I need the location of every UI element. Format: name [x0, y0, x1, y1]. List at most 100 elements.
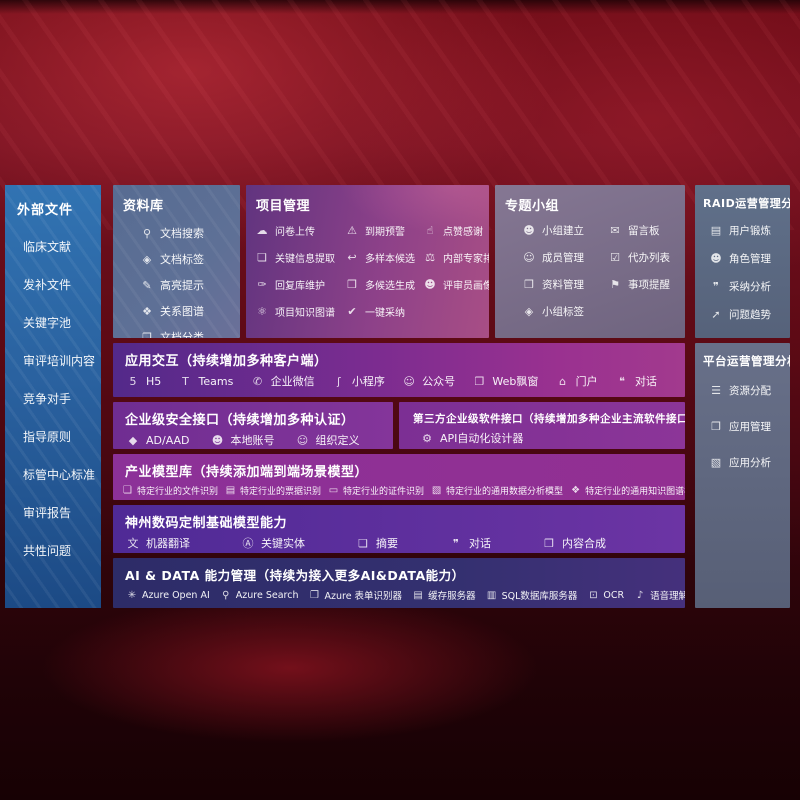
app-analysis-icon: ▧	[710, 456, 722, 469]
list-item: ✉ 留言板	[607, 223, 685, 238]
list-item: ➚ 问题趋势	[708, 307, 790, 322]
sidebar-item: 共性问题	[23, 542, 101, 559]
item-label: 组织定义	[315, 434, 360, 447]
industry-models-items: ❏ 特定行业的文件识别 ▤ 特定行业的票据识别 ▭ 特定行业的证件识别	[113, 484, 685, 500]
content-synthesis-icon: ❒	[544, 536, 554, 550]
item-label: 评审员画像	[443, 281, 489, 292]
item-label: 多候选生成	[365, 281, 415, 292]
list-item: ❏ 关键信息提取	[254, 250, 344, 265]
item-label: 问题趋势	[729, 309, 771, 321]
item-label: 本地账号	[230, 434, 275, 447]
list-item: ◈ 小组标签	[521, 304, 607, 319]
sidebar-item-label: 指导原则	[23, 430, 72, 444]
item-label: 问卷上传	[275, 227, 315, 238]
base-model-title: 神州数码定制基础模型能力	[125, 516, 288, 531]
interfaces-row: 企业级安全接口（持续增加多种认证） ◆ AD/AAD ☻ 本地账号	[113, 402, 685, 449]
expert-ranking-icon: ⚖	[425, 251, 435, 264]
list-item: ⌂ 门户	[555, 373, 598, 389]
item-label: Azure 表单识别器	[324, 591, 403, 602]
item-label: 文档分类	[160, 331, 204, 338]
list-item: Ⓐ 关键实体	[240, 535, 306, 551]
upload-cloud-icon: ☁	[256, 224, 268, 237]
list-item: ✑ 回复库维护	[254, 277, 344, 292]
platform-analysis-title: 平台运营管理分析	[703, 354, 790, 368]
list-item: ❖ 关系图谱	[139, 303, 240, 319]
ai-data-capability-items: ✳ Azure Open AI ⚲ Azure Search ❐ Azure 表…	[113, 588, 685, 608]
id-recognition-icon: ▭	[328, 485, 339, 496]
item-label: Teams	[198, 374, 234, 388]
item-label: 代办列表	[628, 252, 670, 264]
ocr-icon: ⊡	[589, 589, 598, 601]
item-label: 语音理解	[650, 591, 685, 602]
item-label: 内容合成	[562, 537, 606, 550]
item-label: Azure Open AI	[142, 589, 210, 601]
sidebar-title: 外部文件	[17, 203, 74, 218]
ad-aad-icon: ◆	[128, 433, 138, 447]
list-item: ▥ SQL数据库服务器	[485, 588, 578, 603]
list-item: ☺ 成员管理	[521, 250, 607, 265]
list-item: ❐ 文档分类	[139, 329, 240, 339]
list-item: ↩ 多样本候选	[344, 250, 422, 265]
file-recognition-icon: ❏	[123, 485, 132, 496]
main-column: 资料库 ⚲ 文档搜索 ◈ 文档标签	[113, 185, 685, 608]
item-label: 特定行业的证件识别	[343, 487, 425, 497]
dialogue-icon: ❞	[453, 536, 459, 550]
list-item: ❝ 对话	[614, 373, 657, 389]
panel-industry-models: 产业模型库（持续添加端到端场景模型） ❏ 特定行业的文件识别 ▤ 特定行业的票据…	[113, 454, 685, 500]
panel-ai-data-capability: AI & DATA 能力管理（持续为接入更多AI&DATA能力） ✳ Azure…	[113, 558, 685, 608]
official-account-icon: ☺	[403, 374, 415, 388]
third-party-interface-title: 第三方企业级软件接口（持续增加多种企业主流软件接口）	[413, 413, 685, 425]
sidebar-item: 临床文献	[23, 238, 101, 255]
item-label: 关键实体	[261, 537, 305, 550]
app-manage-icon: ❒	[711, 420, 721, 433]
sidebar-item: 竞争对手	[23, 390, 101, 407]
doc-tag-icon: ◈	[142, 252, 152, 266]
item-label: 成员管理	[542, 252, 584, 264]
item-label: 关键信息提取	[275, 254, 335, 265]
list-item: 5 H5	[125, 375, 162, 388]
sidebar-item-label: 审评培训内容	[23, 354, 96, 368]
multi-sample-icon: ↩	[347, 251, 357, 264]
teams-icon: T	[182, 374, 189, 388]
item-label: 企业微信	[270, 375, 315, 388]
panel-app-interaction: 应用交互（持续增加多种客户端） 5 H5 T Teams	[113, 343, 685, 397]
wecom-icon: ✆	[253, 374, 263, 388]
list-item: ☰ 资源分配	[708, 383, 790, 398]
machine-translation-icon: 文	[127, 537, 139, 550]
item-label: 应用分析	[729, 457, 771, 469]
item-label: 回复库维护	[275, 281, 325, 292]
reminder-bell-icon: ⚑	[610, 278, 620, 291]
list-item: ☺ 组织定义	[295, 432, 360, 448]
list-item: ♪ 语音理解	[633, 588, 685, 603]
item-label: 项目知识图谱	[275, 308, 335, 319]
list-item: ▤ 缓存服务器	[411, 588, 475, 603]
panel-repository: 资料库 ⚲ 文档搜索 ◈ 文档标签	[113, 185, 240, 338]
item-label: 资料管理	[542, 279, 584, 291]
enterprise-security-title: 企业级安全接口（持续增加多种认证）	[125, 413, 355, 428]
list-item: ❒ 多候选生成	[344, 277, 422, 292]
raid-analysis-items: ▤ 用户锻炼 ☻ 角色管理 ❞ 采纳分析	[695, 217, 790, 322]
key-entity-icon: Ⓐ	[242, 537, 254, 550]
sql-server-icon: ▥	[486, 589, 497, 601]
sidebar-external-files: 外部文件 临床文献 发补文件 关键字池 审评培训内	[5, 185, 101, 608]
item-label: 特定行业的票据识别	[240, 487, 322, 497]
miniprogram-icon: ʃ	[337, 374, 341, 388]
item-label: 角色管理	[729, 253, 771, 265]
group-tag-icon: ◈	[524, 305, 534, 318]
list-item: ◆ AD/AAD	[125, 434, 190, 447]
list-item: ☻ 本地账号	[210, 432, 275, 448]
doc-classify-icon: ❐	[142, 330, 152, 339]
cache-server-icon: ▤	[413, 589, 423, 601]
sidebar-item-label: 竞争对手	[23, 392, 72, 406]
panel-platform-analysis: 平台运营管理分析 ☰ 资源分配 ❒ 应用管理	[695, 343, 790, 608]
list-item: ❞ 对话	[448, 535, 491, 551]
list-item: ◈ 文档标签	[139, 251, 240, 267]
item-label: 点赞感谢	[443, 227, 483, 238]
item-label: 文档标签	[160, 253, 204, 266]
item-label: API自动化设计器	[440, 432, 524, 445]
reply-repo-icon: ✑	[257, 278, 267, 291]
list-item: ⚠ 到期预警	[344, 223, 422, 238]
list-item: ✳ Azure Open AI	[125, 590, 210, 601]
sidebar-item-label: 审评报告	[23, 506, 72, 520]
right-column: RAID运营管理分析 ▤ 用户锻炼 ☻ 角色管理	[695, 185, 790, 608]
